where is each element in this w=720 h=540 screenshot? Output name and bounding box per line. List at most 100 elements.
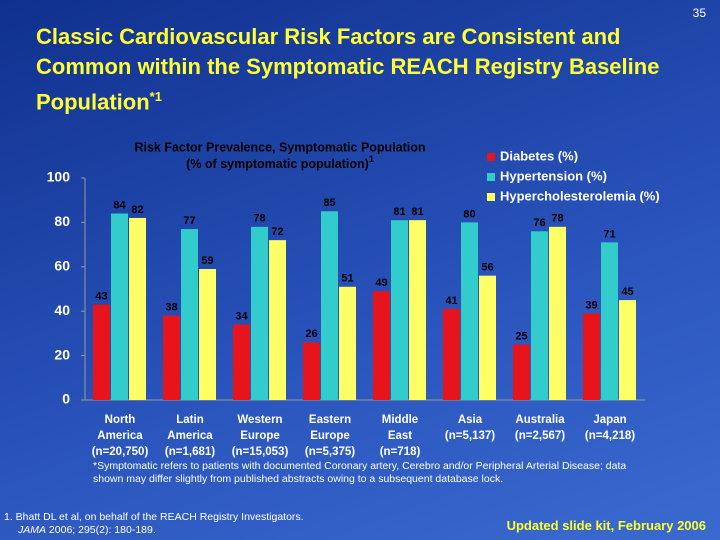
chart-subtitle-superscript: 1 <box>369 154 374 164</box>
value-label: 26 <box>305 328 317 340</box>
value-label: 59 <box>201 255 213 267</box>
y-tick-label: 100 <box>47 169 71 185</box>
value-label: 81 <box>393 206 405 218</box>
reference-journal: JAMA <box>18 524 47 536</box>
reference-text: 1. Bhatt DL et al, on behalf of the REAC… <box>4 511 304 523</box>
footnote: *Symptomatic refers to patients with doc… <box>93 460 627 485</box>
y-tick-label: 40 <box>54 302 70 318</box>
reference: 1. Bhatt DL et al, on behalf of the REAC… <box>4 511 304 537</box>
x-tick-label: Asia (n=5,137) <box>445 414 495 442</box>
category-word: Eastern <box>309 414 351 426</box>
value-label: 81 <box>411 206 423 218</box>
category-name: Middle East <box>382 414 418 442</box>
category-name: North America <box>97 414 143 442</box>
y-tick-label: 0 <box>62 391 70 407</box>
category-word: America <box>167 430 213 442</box>
chart-title: Risk Factor Prevalence, Symptomatic Popu… <box>134 140 425 154</box>
y-tick-label: 20 <box>54 346 70 362</box>
sample-size: (n=1,681) <box>165 446 215 458</box>
sample-size: (n=15,053) <box>232 446 289 458</box>
value-label: 72 <box>271 226 283 238</box>
value-label: 56 <box>481 262 493 274</box>
legend-label: Hypertension (%) <box>500 168 607 183</box>
slide-title: Classic Cardiovascular Risk Factors are … <box>36 22 696 117</box>
chart-subtitle-text: (% of symptomatic population) <box>186 157 369 171</box>
bar <box>479 275 496 400</box>
sample-size: (n=20,750) <box>92 446 149 458</box>
category-word: Asia <box>458 414 483 426</box>
category-word: Japan <box>593 414 626 426</box>
category-word: Latin <box>176 414 203 426</box>
bar <box>461 222 478 400</box>
bar <box>549 226 566 400</box>
bar <box>321 211 338 400</box>
title-text: Classic Cardiovascular Risk Factors are … <box>36 24 660 115</box>
footer: Updated slide kit, February 2006 <box>506 518 706 533</box>
category-name: Asia <box>458 414 483 426</box>
value-label: 38 <box>165 302 177 314</box>
bar <box>269 240 286 400</box>
value-label: 43 <box>95 290 107 302</box>
legend-swatch <box>487 173 495 181</box>
value-label: 34 <box>235 310 248 322</box>
bar <box>409 220 426 400</box>
title-superscript: *1 <box>149 89 162 104</box>
legend-swatch <box>487 153 495 161</box>
value-label: 49 <box>375 277 387 289</box>
x-tick-label: Japan (n=4,218) <box>585 414 635 442</box>
sample-size: (n=4,218) <box>585 430 635 442</box>
category-word: Australia <box>515 414 565 426</box>
category-word: Middle <box>382 414 418 426</box>
bar <box>129 217 146 400</box>
value-label: 51 <box>341 273 353 285</box>
value-label: 25 <box>515 330 527 342</box>
bar <box>619 300 636 400</box>
legend-label: Diabetes (%) <box>500 148 578 163</box>
reference-citation: 2006; 295(2): 180-189. <box>46 524 156 536</box>
bar <box>339 286 356 400</box>
category-name: Japan <box>593 414 626 426</box>
x-tick-label: Middle East (n=718) <box>380 414 421 458</box>
bar <box>391 220 408 400</box>
bar <box>443 308 460 400</box>
bar <box>513 344 530 400</box>
category-word: Europe <box>240 430 280 442</box>
category-word: America <box>97 430 143 442</box>
x-tick-label: Western Europe (n=15,053) <box>232 414 289 458</box>
chart-subtitle: (% of symptomatic population)1 <box>186 154 374 171</box>
value-label: 76 <box>533 217 545 229</box>
value-label: 84 <box>113 199 126 211</box>
category-word: North <box>105 414 136 426</box>
value-label: 77 <box>183 215 195 227</box>
x-tick-label: North America (n=20,750) <box>92 414 149 458</box>
x-tick-label: Australia (n=2,567) <box>515 414 565 442</box>
bar <box>601 242 618 400</box>
category-name: Australia <box>515 414 565 426</box>
x-tick-label: Latin America (n=1,681) <box>165 414 215 458</box>
sample-size: (n=718) <box>380 446 421 458</box>
sample-size: (n=5,375) <box>305 446 355 458</box>
bar <box>583 313 600 400</box>
value-label: 45 <box>621 286 633 298</box>
bar <box>303 342 320 400</box>
category-word: East <box>388 430 412 442</box>
legend-swatch <box>487 193 495 201</box>
bar <box>163 315 180 400</box>
sample-size: (n=5,137) <box>445 430 495 442</box>
bar <box>111 213 128 400</box>
x-tick-label: Eastern Europe (n=5,375) <box>305 414 355 458</box>
y-tick-label: 80 <box>54 213 70 229</box>
category-word: Western <box>237 414 282 426</box>
value-label: 85 <box>323 197 335 209</box>
category-word: Europe <box>310 430 350 442</box>
value-label: 80 <box>463 208 475 220</box>
value-label: 41 <box>445 295 457 307</box>
legend-label: Hypercholesterolemia (%) <box>500 188 660 203</box>
value-label: 39 <box>585 299 597 311</box>
category-name: Eastern Europe <box>309 414 351 442</box>
value-label: 71 <box>603 228 615 240</box>
bar <box>233 324 250 400</box>
bar <box>373 291 390 400</box>
